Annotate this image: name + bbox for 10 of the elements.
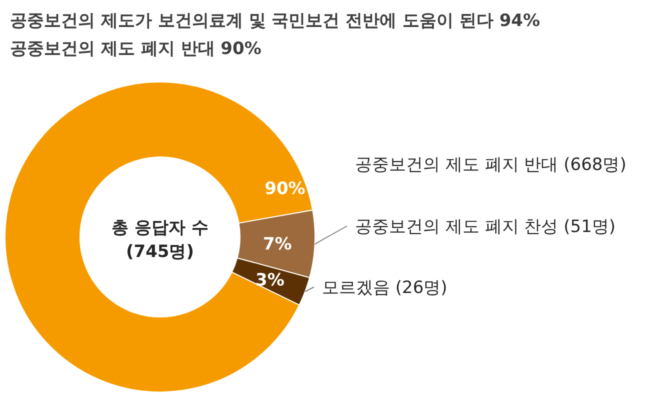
data-label: 3% <box>256 270 284 290</box>
slice-label: 모르겠음 (26명) <box>322 278 448 298</box>
data-label: 90% <box>264 179 306 199</box>
data-label: 7% <box>262 234 292 254</box>
text: 총 응답자 수 (745명) <box>112 218 208 262</box>
chart-title: 공중보건의 제도가 보건의료계 및 국민보건 전반에 도움이 된다 94% <box>10 11 540 31</box>
chart-subtitle: 공중보건의 제도 폐지 반대 90% <box>10 39 262 59</box>
slice-label: 공중보건의 제도 폐지 반대 (668명) <box>355 155 626 175</box>
donut-slice <box>4 82 314 392</box>
slice-label: 공중보건의 제도 폐지 찬성 (51명) <box>355 217 616 237</box>
